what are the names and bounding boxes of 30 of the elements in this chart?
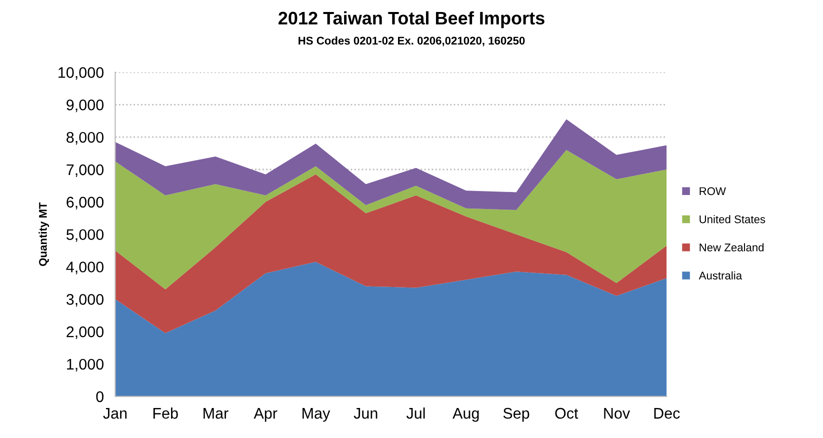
- x-tick-label: Mar: [204, 408, 228, 419]
- y-tick-label: 10,000: [58, 67, 104, 80]
- y-tick-label: 2,000: [66, 326, 104, 340]
- y-axis-title: Quantity MT: [38, 202, 50, 266]
- y-tick-label: 8,000: [66, 132, 104, 145]
- legend-label: ROW: [700, 187, 726, 196]
- chart-title: 2012 Taiwan Total Beef Imports: [278, 11, 544, 28]
- y-tick-label: 1,000: [67, 358, 104, 372]
- y-tick-label: 4,000: [66, 262, 104, 274]
- chart-subtitle: HS Codes 0201-02 Ex. 0206,021020, 160250: [298, 36, 525, 46]
- legend-label: Australia: [698, 271, 742, 280]
- x-tick-label: May: [302, 408, 330, 422]
- x-tick-label: Jan: [103, 408, 127, 419]
- y-tick-label: 0: [96, 391, 104, 402]
- x-tick-label: Aug: [452, 408, 479, 422]
- x-tick-label: Feb: [153, 408, 178, 419]
- y-tick-label: 6,000: [66, 196, 104, 210]
- legend-label: New Zealand: [700, 243, 764, 252]
- x-tick-label: Jun: [354, 408, 378, 419]
- x-tick-label: Dec: [654, 408, 680, 419]
- x-tick-label: Apr: [254, 408, 278, 422]
- x-tick-label: Nov: [604, 408, 630, 419]
- y-tick-label: 3,000: [66, 294, 104, 307]
- legend-label: United States: [700, 215, 766, 224]
- y-tick-label: 5,000: [66, 229, 104, 242]
- y-tick-label: 7,000: [66, 164, 104, 177]
- x-tick-label: Sep: [503, 408, 530, 422]
- x-tick-label: Oct: [555, 408, 578, 419]
- y-tick-label: 9,000: [66, 100, 104, 112]
- x-tick-label: Jul: [406, 408, 425, 419]
